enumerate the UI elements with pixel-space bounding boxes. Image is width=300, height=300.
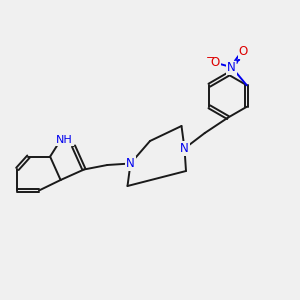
Text: O: O [211,56,220,69]
Text: −: − [206,52,215,63]
Text: N: N [227,61,236,74]
Text: N: N [126,157,135,170]
Text: O: O [238,45,248,58]
Text: NH: NH [56,135,73,145]
Text: +: + [232,56,241,66]
Text: N: N [180,142,189,155]
